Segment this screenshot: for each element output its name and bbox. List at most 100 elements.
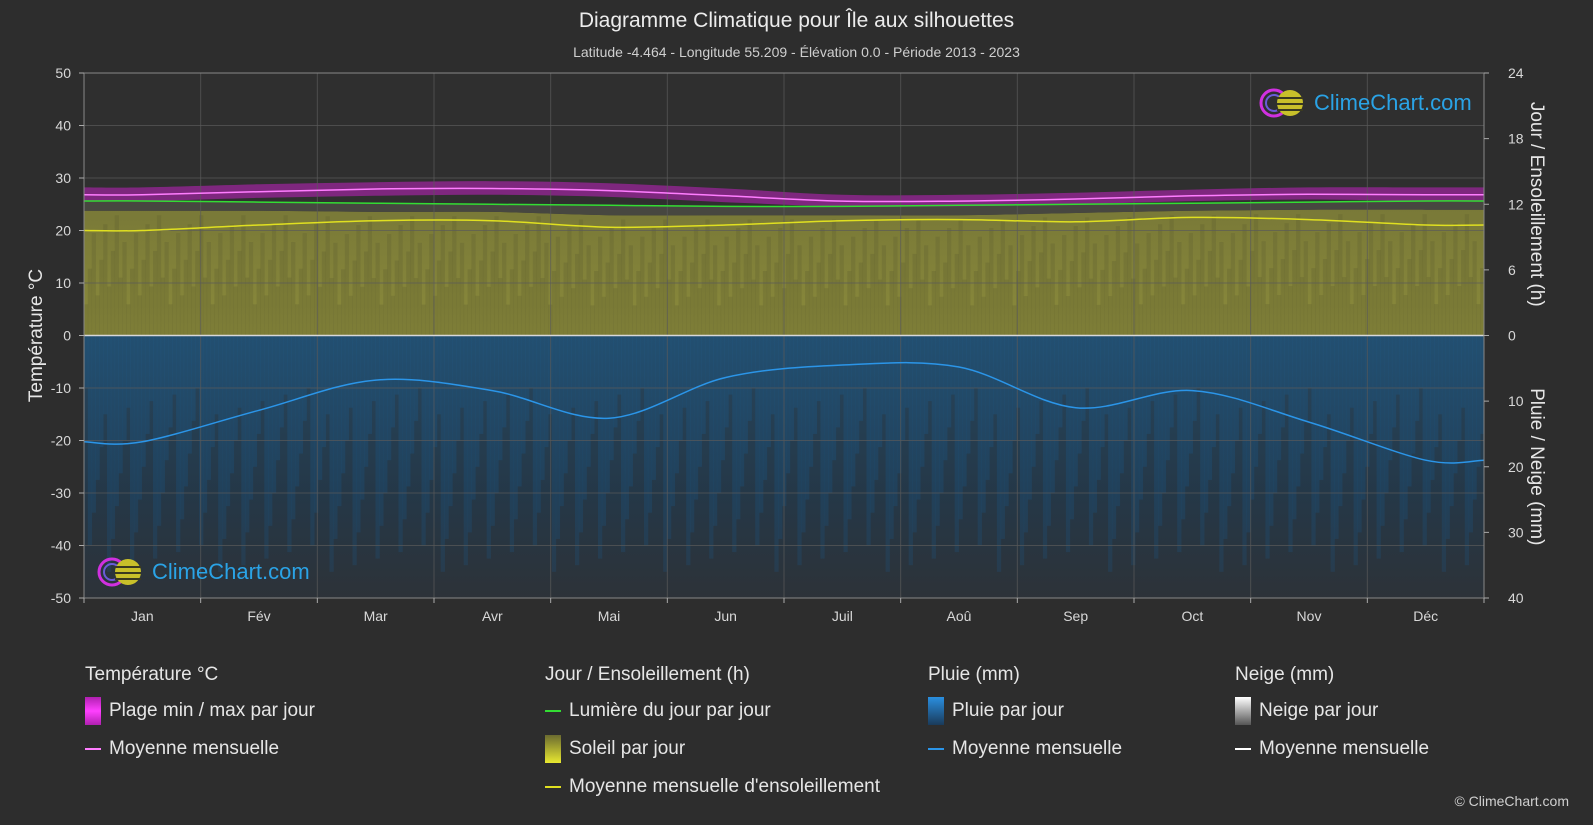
sunshine-day-bar bbox=[137, 295, 142, 336]
sunshine-day-bar bbox=[682, 236, 687, 336]
sunshine-day-bar bbox=[889, 271, 894, 336]
sunshine-day-bar bbox=[797, 245, 802, 336]
legend-sunshine: Soleil par jour bbox=[545, 735, 880, 763]
y-axis-right: 24 18 12 6 0 10 20 30 40 Jour / Ensoleillement (h… bbox=[1484, 65, 1547, 606]
sunshine-day-bar bbox=[1441, 232, 1447, 336]
sunshine-day-bar bbox=[1468, 277, 1473, 336]
sunshine-day-bar bbox=[1177, 242, 1182, 336]
y-right-mm-tick-label: 20 bbox=[1508, 459, 1524, 475]
sunshine-day-bar bbox=[275, 286, 281, 336]
sunshine-day-bar bbox=[398, 225, 403, 336]
sunshine-day-bar bbox=[1376, 250, 1381, 336]
sunshine-day-bar bbox=[1230, 233, 1236, 336]
sunshine-day-bar bbox=[743, 253, 748, 336]
sunshine-day-bar bbox=[613, 288, 618, 336]
sunshine-day-bar bbox=[816, 262, 821, 336]
sunshine-day-bar bbox=[206, 242, 211, 336]
sunshine-day-bar bbox=[314, 224, 319, 336]
sunshine-day-bar bbox=[1012, 305, 1017, 336]
sunshine-day-bar bbox=[287, 277, 292, 336]
sunshine-day-bar bbox=[881, 245, 887, 336]
sunshine-day-bar bbox=[1150, 295, 1155, 336]
sunshine-day-bar bbox=[479, 260, 484, 336]
legend-temp-range-label: Plage min / max par jour bbox=[109, 700, 315, 721]
sunshine-day-bar bbox=[1480, 268, 1485, 336]
brand-logo-text: ClimeChart.com bbox=[1314, 90, 1472, 115]
sunshine-day-bar bbox=[1319, 295, 1324, 336]
sunshine-day-bar bbox=[751, 279, 756, 336]
y-left-tick-label: -40 bbox=[51, 538, 71, 554]
sunshine-day-bar bbox=[920, 279, 925, 336]
sunshine-day-bar bbox=[459, 242, 465, 336]
sunshine-day-bar bbox=[1108, 296, 1113, 336]
sunshine-day-bar bbox=[245, 277, 250, 336]
sunshine-day-bar bbox=[1242, 224, 1247, 336]
sunshine-day-bar bbox=[678, 271, 683, 336]
sunshine-day-bar bbox=[954, 253, 959, 336]
sunshine-day-bar bbox=[1361, 295, 1366, 336]
sunshine-day-bar bbox=[1349, 304, 1355, 336]
sunshine-day-bar bbox=[84, 304, 89, 336]
sunshine-day-bar bbox=[417, 242, 422, 336]
sunshine-day-bar bbox=[283, 215, 288, 336]
sunshine-day-bar bbox=[1138, 304, 1144, 336]
sunshine-day-bar bbox=[160, 277, 165, 336]
temp-mean-line bbox=[83, 187, 1485, 203]
brand-logo-top: ClimeChart.com bbox=[1258, 87, 1472, 119]
x-tick-label: Jan bbox=[131, 608, 154, 624]
sunshine-day-bar bbox=[847, 271, 852, 336]
legend-snow-daily-label: Neige par jour bbox=[1259, 700, 1379, 721]
y-right-hours-tick-label: 6 bbox=[1508, 262, 1516, 278]
sunshine-day-bar bbox=[394, 260, 399, 336]
sunshine-day-bar bbox=[697, 288, 702, 336]
sunshine-day-bar bbox=[808, 236, 814, 336]
sunshine-day-bar bbox=[1039, 252, 1044, 336]
sunshine-day-bar bbox=[218, 233, 223, 336]
sunshine-day-bar bbox=[1008, 245, 1013, 336]
sunshine-day-bar bbox=[831, 219, 837, 336]
sunshine-day-bar bbox=[1058, 269, 1063, 336]
sunshine-day-bar bbox=[229, 224, 235, 336]
sunshine-day-bar bbox=[551, 271, 557, 336]
sunshine-day-bar bbox=[559, 296, 564, 336]
sunshine-day-bar bbox=[716, 305, 722, 336]
sunshine-day-bar bbox=[99, 259, 104, 336]
sunshine-day-bar bbox=[1115, 226, 1121, 336]
sunshine-day-bar bbox=[490, 251, 495, 336]
legend-snow-title: Neige (mm) bbox=[1235, 664, 1335, 685]
sunshine-day-bar bbox=[1250, 250, 1255, 336]
sunshine-mean-line bbox=[83, 216, 1485, 232]
sunshine-day-bar bbox=[87, 268, 93, 336]
sunshine-day-bar bbox=[609, 228, 614, 336]
legend-snow: Neige (mm) Neige par jour Moyenne mensue… bbox=[1235, 664, 1429, 774]
legend-temperature: Température °C Plage min / max par jour … bbox=[85, 664, 315, 774]
sunshine-day-bar bbox=[563, 262, 568, 336]
sunshine-day-bar bbox=[440, 225, 445, 336]
sunshine-day-bar bbox=[1384, 277, 1389, 336]
y-right-mm-tick-label: 40 bbox=[1508, 590, 1524, 606]
sunshine-day-bar bbox=[471, 234, 476, 336]
sunshine-day-bar bbox=[532, 251, 538, 336]
sunshine-day-bar bbox=[114, 215, 119, 336]
sunshine-day-bar bbox=[693, 228, 699, 336]
sunshine-day-bar bbox=[540, 278, 545, 336]
temp-range-swatch bbox=[85, 697, 101, 725]
sunshine-day-bar bbox=[1299, 277, 1305, 336]
sunshine-day-bar bbox=[486, 286, 491, 336]
sunshine-day-bar bbox=[122, 242, 127, 336]
sunshine-day-bar bbox=[1238, 259, 1243, 336]
sunshine-day-bar bbox=[187, 224, 192, 336]
x-tick-label: Avr bbox=[482, 608, 503, 624]
sunshine-day-bar bbox=[770, 296, 775, 336]
legend-rain-daily-label: Pluie par jour bbox=[952, 700, 1064, 721]
sunshine-day-bar bbox=[962, 279, 967, 336]
sunshine-day-bar bbox=[1004, 279, 1009, 336]
sunshine-day-bar bbox=[835, 279, 841, 336]
sunshine-day-bar bbox=[1119, 287, 1124, 336]
legend-temp-range: Plage min / max par jour bbox=[85, 697, 315, 725]
sunshine-day-bar bbox=[1280, 259, 1285, 336]
sunshine-day-bar bbox=[705, 219, 710, 336]
sunshine-day-bar bbox=[248, 242, 254, 336]
sunshine-day-bar bbox=[268, 259, 273, 336]
sunshine-day-bar bbox=[594, 271, 599, 336]
